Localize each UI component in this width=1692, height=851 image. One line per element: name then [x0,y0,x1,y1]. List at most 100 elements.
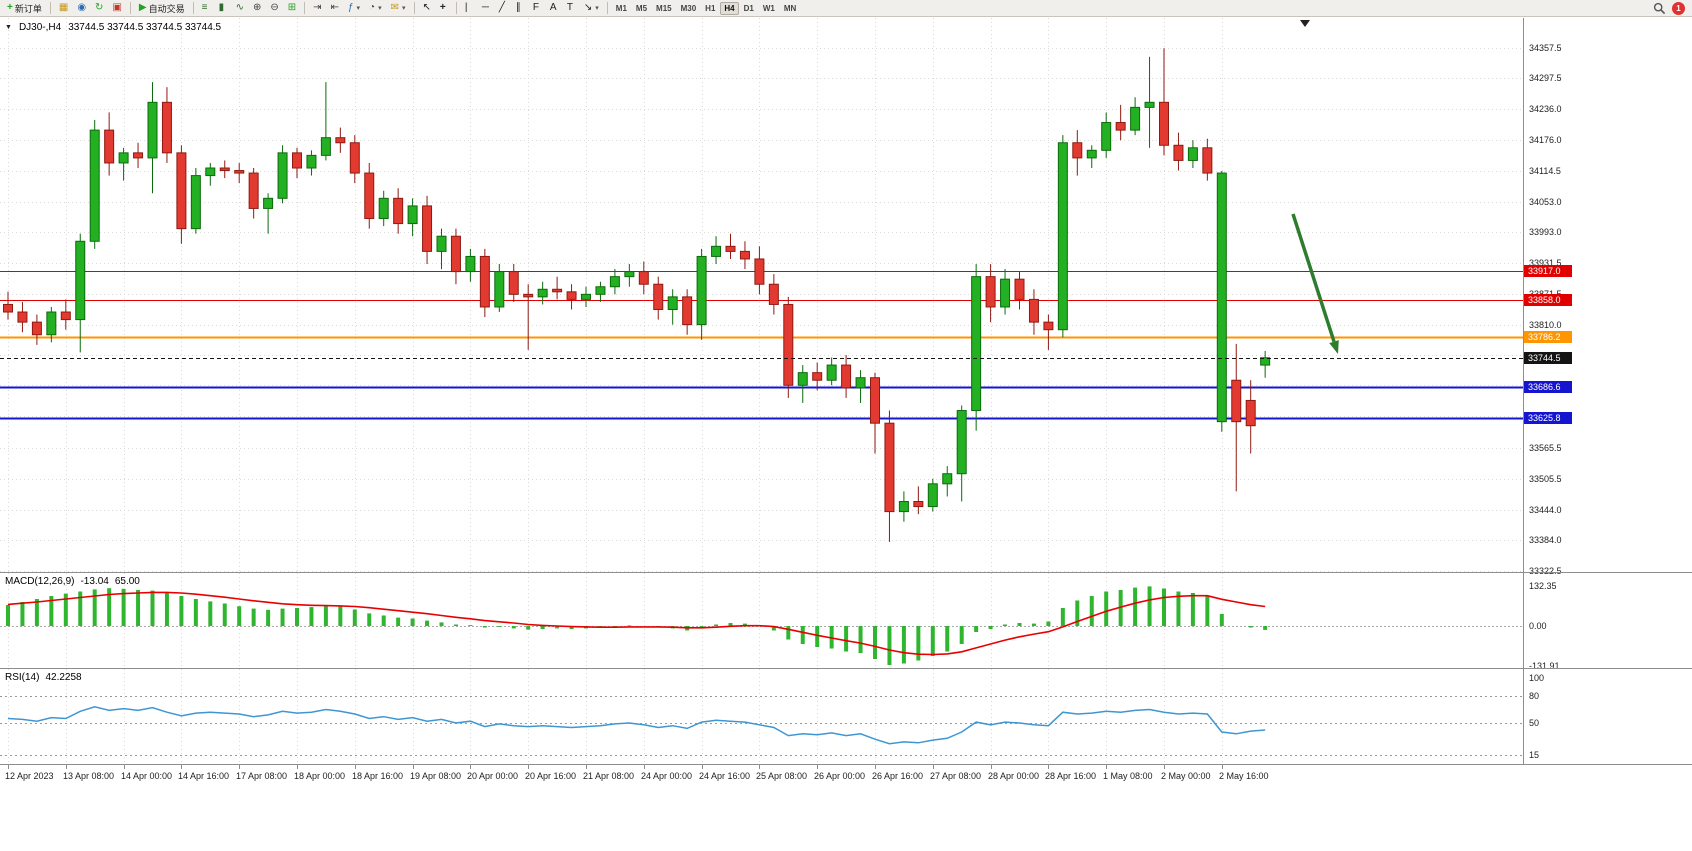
timeframe-mn-button[interactable]: MN [783,3,797,13]
search-icon[interactable] [1653,2,1666,15]
time-axis-label: 26 Apr 16:00 [872,771,924,781]
timeframe-h4-button[interactable]: H4 [720,1,739,15]
price-scale-label: 33505.5 [1529,473,1562,484]
chart-candles-button[interactable]: ▮ [215,1,231,16]
timeframe-d1-button[interactable]: D1 [743,3,754,13]
macd-signal-value: 65.00 [114,576,140,587]
profiles-button[interactable]: ◉ [73,1,90,16]
time-axis-label: 21 Apr 08:00 [583,771,635,781]
cursor-button[interactable]: ↖ [419,1,435,16]
candlestick-chart-canvas[interactable] [0,18,1523,572]
text-button[interactable]: A [546,1,562,16]
notification-badge[interactable]: 1 [1672,1,1685,15]
tile-windows-button[interactable]: ⊞ [284,1,300,16]
macd-name: MACD(12,26,9) [5,576,75,587]
text-icon: A [549,2,557,13]
price-scale-label: 34297.5 [1529,73,1562,84]
horizontal-line-button[interactable]: ─ [478,1,494,16]
timeframe-m30-button[interactable]: M30 [680,3,697,13]
time-axis-tick [817,765,818,769]
time-axis-label: 24 Apr 00:00 [641,771,693,781]
time-axis-label: 2 May 16:00 [1219,771,1269,781]
time-axis-tick [875,765,876,769]
timeframe-m15-button[interactable]: M15 [656,3,672,13]
templates-button[interactable]: ✉ ▾ [387,1,410,16]
toolbar: + 新订单 ▦ ◉ ↻ ▣ ▶ 自动交易 ≡ ▮ ∿ ⊕ ⊖ ⊞ ⇥ ⇤ ƒ ▾ ◔ ▾ ✉ ▾ ↖ + | ─ ╱ ∥ F A T ↘ ▾ M1… [0,0,1692,17]
crosshair-button[interactable]: + [436,1,452,16]
auto-scroll-button[interactable]: ⇥ [309,1,325,16]
chart-shift-marker[interactable] [1300,20,1310,27]
time-axis-tick [586,765,587,769]
trend-arrow-annotation[interactable] [1291,213,1339,354]
chart-shift-icon: ⇤ [330,2,339,13]
timeframe-h1-button[interactable]: H1 [705,3,716,13]
time-axis-label: 28 Apr 16:00 [1045,771,1097,781]
arrows-button[interactable]: ↘ ▾ [580,1,603,16]
new-order-button[interactable]: + 新订单 [3,1,46,16]
time-axis-label: 20 Apr 00:00 [467,771,519,781]
refresh-button[interactable]: ↻ [91,1,107,16]
new-chart-button[interactable]: ▦ [55,1,72,16]
chart-line-button[interactable]: ∿ [232,1,248,16]
zoom-in-button[interactable]: ⊕ [249,1,265,16]
periods-button[interactable]: ◔ ▾ [365,1,386,16]
price-axis[interactable]: 34357.5 34297.5 34236.0 34176.0 34114.5 34053… [1523,18,1692,765]
macd-scale-label: 0.00 [1529,621,1547,631]
time-axis[interactable]: 12 Apr 2023 13 Apr 08:00 14 Apr 00:00 14 Ap… [0,765,1523,787]
channel-button[interactable]: ∥ [512,1,528,16]
auto-trading-button[interactable]: ▶ 自动交易 [135,1,189,16]
chart-shift-button[interactable]: ⇤ [327,1,343,16]
price-scale-label: 33565.5 [1529,443,1562,454]
time-axis-tick [644,765,645,769]
fibonacci-icon: F [532,2,539,13]
trendline-button[interactable]: ╱ [495,1,511,16]
chart-bars-button[interactable]: ≡ [198,1,214,16]
horizontal-level-lines[interactable] [0,271,1523,420]
terminal-button[interactable]: ▣ [108,1,125,16]
toolbar-separator [129,2,131,14]
panel-separator[interactable] [0,572,1692,573]
vertical-grid [8,573,1223,668]
vertical-line-button[interactable]: | [461,1,477,16]
macd-chart-canvas[interactable] [0,573,1523,668]
trendline-icon: ╱ [498,2,505,13]
macd-main-value: -13.04 [80,576,109,587]
time-axis-tick [991,765,992,769]
main-chart-panel[interactable]: ▼ DJ30-,H4 33744.5 33744.5 33744.5 33744… [0,18,1523,572]
candlestick-series[interactable] [3,48,1271,542]
vertical-line-icon: | [464,2,468,13]
zoom-out-button[interactable]: ⊖ [266,1,282,16]
time-axis-label: 26 Apr 00:00 [814,771,866,781]
price-scale-label: 33871.5 [1529,289,1562,299]
time-axis-label: 17 Apr 08:00 [236,771,288,781]
text-label-icon: T [566,2,573,13]
rsi-chart-canvas[interactable] [0,669,1523,764]
timeframe-m5-button[interactable]: M5 [635,3,648,13]
zoom-in-icon: ⊕ [253,2,262,13]
panel-separator[interactable] [0,668,1692,669]
dropdown-arrow-icon: ▾ [356,5,361,12]
price-scale-label: 33444.0 [1529,504,1562,515]
time-axis-tick [66,765,67,769]
time-axis-tick [1106,765,1107,769]
new-chart-icon: ▦ [58,2,69,13]
chart-symbol-period: DJ30-,H4 [18,22,62,33]
time-axis-tick [124,765,125,769]
toolbar-separator [606,2,608,14]
rsi-indicator-panel[interactable]: RSI(14) 42.2258 [0,669,1523,764]
timeframe-w1-button[interactable]: W1 [762,3,775,13]
macd-indicator-panel[interactable]: MACD(12,26,9) -13.04 65.00 [0,573,1523,668]
text-label-button[interactable]: T [563,1,579,16]
channel-icon: ∥ [515,2,521,13]
time-axis-tick [470,765,471,769]
fibonacci-button[interactable]: F [529,1,545,16]
time-axis-label: 14 Apr 16:00 [178,771,230,781]
indicators-button[interactable]: ƒ ▾ [344,1,364,16]
chart-candles-icon: ▮ [218,2,225,13]
timeframe-m1-button[interactable]: M1 [615,3,627,13]
bid-price-badge: 33744.5 [1524,351,1572,364]
chart-menu-icon[interactable]: ▼ [5,24,12,31]
price-level-badge: 33858.0 [1524,294,1572,307]
arrows-icon: ↘ [583,2,593,13]
time-axis-label: 1 May 08:00 [1103,771,1153,781]
